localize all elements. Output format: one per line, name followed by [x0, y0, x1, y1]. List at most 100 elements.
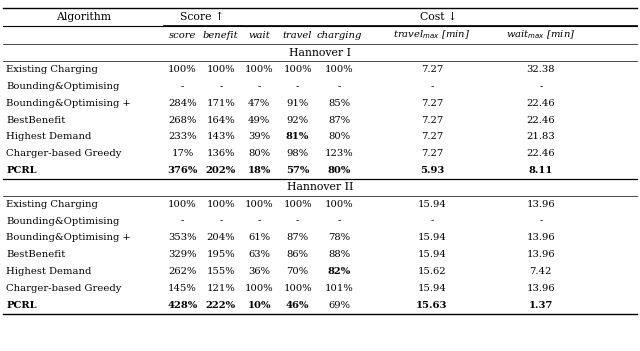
Text: 69%: 69%	[328, 301, 350, 310]
Text: 17%: 17%	[172, 149, 193, 158]
Text: 88%: 88%	[328, 250, 350, 259]
Text: -: -	[219, 82, 223, 91]
Text: 82%: 82%	[328, 267, 351, 276]
Text: 123%: 123%	[325, 149, 353, 158]
Text: 7.27: 7.27	[421, 115, 443, 125]
Text: 13.96: 13.96	[527, 233, 555, 243]
Text: 284%: 284%	[168, 99, 196, 108]
Text: 222%: 222%	[205, 301, 236, 310]
Text: 81%: 81%	[286, 132, 309, 141]
Text: 376%: 376%	[167, 166, 198, 175]
Text: 22.46: 22.46	[527, 115, 555, 125]
Text: 87%: 87%	[287, 233, 308, 243]
Text: PCRL: PCRL	[6, 301, 37, 310]
Text: 7.42: 7.42	[530, 267, 552, 276]
Text: -: -	[539, 82, 543, 91]
Text: 80%: 80%	[248, 149, 270, 158]
Text: Hannover I: Hannover I	[289, 48, 351, 58]
Text: 7.27: 7.27	[421, 149, 443, 158]
Text: 13.96: 13.96	[527, 284, 555, 293]
Text: 268%: 268%	[168, 115, 196, 125]
Text: 21.83: 21.83	[527, 132, 555, 141]
Text: Bounding&Optimising: Bounding&Optimising	[6, 217, 120, 226]
Text: 10%: 10%	[248, 301, 271, 310]
Text: -: -	[430, 82, 434, 91]
Text: 13.96: 13.96	[527, 200, 555, 209]
Text: 80%: 80%	[328, 132, 350, 141]
Text: 57%: 57%	[286, 166, 309, 175]
Text: charging: charging	[317, 31, 362, 40]
Text: 39%: 39%	[248, 132, 270, 141]
Text: 204%: 204%	[207, 233, 235, 243]
Text: Charger-based Greedy: Charger-based Greedy	[6, 284, 122, 293]
Text: PCRL: PCRL	[6, 166, 37, 175]
Text: -: -	[257, 82, 261, 91]
Text: -: -	[296, 82, 300, 91]
Text: 195%: 195%	[207, 250, 235, 259]
Text: 262%: 262%	[168, 267, 196, 276]
Text: benefit: benefit	[203, 31, 239, 40]
Text: 46%: 46%	[286, 301, 309, 310]
Text: 61%: 61%	[248, 233, 270, 243]
Text: 47%: 47%	[248, 99, 270, 108]
Text: 7.27: 7.27	[421, 132, 443, 141]
Text: 353%: 353%	[168, 233, 196, 243]
Text: 8.11: 8.11	[529, 166, 553, 175]
Text: 143%: 143%	[207, 132, 235, 141]
Text: Score ↑: Score ↑	[180, 12, 223, 22]
Text: 98%: 98%	[287, 149, 308, 158]
Text: 15.94: 15.94	[417, 250, 447, 259]
Text: 80%: 80%	[328, 166, 351, 175]
Text: wait$_{max}$ [min]: wait$_{max}$ [min]	[506, 29, 575, 41]
Text: 164%: 164%	[207, 115, 235, 125]
Text: Highest Demand: Highest Demand	[6, 132, 92, 141]
Text: -: -	[430, 217, 434, 226]
Text: 100%: 100%	[245, 200, 273, 209]
Text: travel: travel	[283, 31, 312, 40]
Text: 15.94: 15.94	[417, 200, 447, 209]
Text: -: -	[180, 82, 184, 91]
Text: 136%: 136%	[207, 149, 235, 158]
Text: -: -	[337, 217, 341, 226]
Text: 233%: 233%	[168, 132, 196, 141]
Text: wait: wait	[248, 31, 270, 40]
Text: 428%: 428%	[167, 301, 198, 310]
Text: 70%: 70%	[287, 267, 308, 276]
Text: 171%: 171%	[207, 99, 235, 108]
Text: 100%: 100%	[325, 200, 353, 209]
Text: 100%: 100%	[207, 200, 235, 209]
Text: 145%: 145%	[168, 284, 196, 293]
Text: 18%: 18%	[248, 166, 271, 175]
Text: Hannover II: Hannover II	[287, 183, 353, 192]
Text: Existing Charging: Existing Charging	[6, 65, 99, 74]
Text: travel$_{max}$ [min]: travel$_{max}$ [min]	[394, 29, 470, 41]
Text: score: score	[169, 31, 196, 40]
Text: 22.46: 22.46	[527, 99, 555, 108]
Text: -: -	[257, 217, 261, 226]
Text: 49%: 49%	[248, 115, 270, 125]
Text: 7.27: 7.27	[421, 99, 443, 108]
Text: 100%: 100%	[168, 65, 196, 74]
Text: 100%: 100%	[245, 65, 273, 74]
Text: 15.94: 15.94	[417, 284, 447, 293]
Text: -: -	[337, 82, 341, 91]
Text: 100%: 100%	[284, 284, 312, 293]
Text: BestBenefit: BestBenefit	[6, 250, 66, 259]
Text: 63%: 63%	[248, 250, 270, 259]
Text: Bounding&Optimising +: Bounding&Optimising +	[6, 233, 131, 243]
Text: Existing Charging: Existing Charging	[6, 200, 99, 209]
Text: Highest Demand: Highest Demand	[6, 267, 92, 276]
Text: 22.46: 22.46	[527, 149, 555, 158]
Text: 91%: 91%	[287, 99, 308, 108]
Text: 100%: 100%	[325, 65, 353, 74]
Text: 155%: 155%	[207, 267, 235, 276]
Text: 15.94: 15.94	[417, 233, 447, 243]
Text: 121%: 121%	[207, 284, 235, 293]
Text: 87%: 87%	[328, 115, 350, 125]
Text: Bounding&Optimising: Bounding&Optimising	[6, 82, 120, 91]
Text: 13.96: 13.96	[527, 250, 555, 259]
Text: 78%: 78%	[328, 233, 350, 243]
Text: -: -	[180, 217, 184, 226]
Text: 100%: 100%	[168, 200, 196, 209]
Text: 7.27: 7.27	[421, 65, 443, 74]
